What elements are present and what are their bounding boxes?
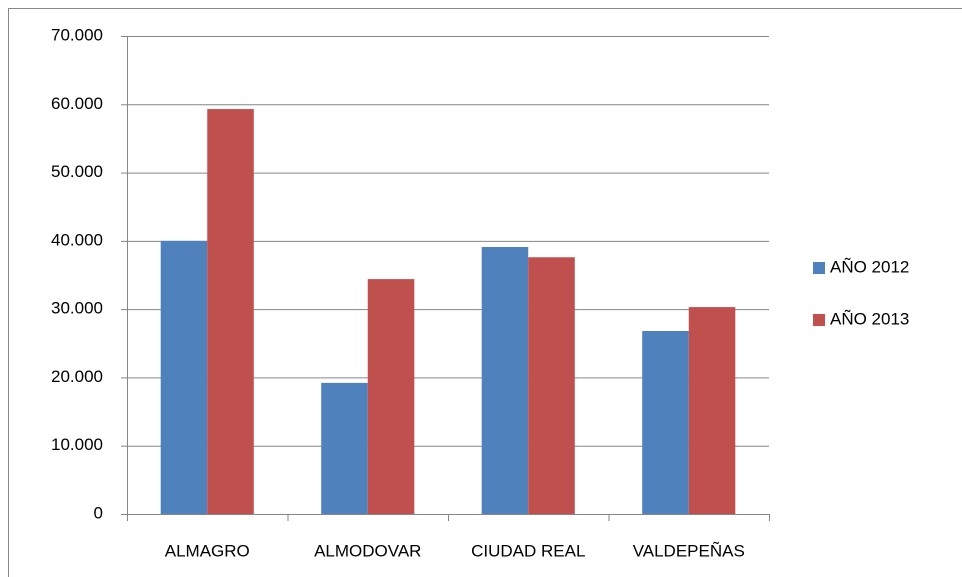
y-tick-label: 30.000 — [51, 299, 103, 318]
chart-border — [8, 8, 962, 577]
bar — [207, 109, 254, 515]
legend-label: AÑO 2013 — [830, 309, 909, 328]
y-tick-label: 70.000 — [51, 25, 103, 44]
y-tick-label: 60.000 — [51, 94, 103, 113]
y-tick-label: 10.000 — [51, 435, 103, 454]
bar — [481, 247, 529, 514]
legend-label: AÑO 2012 — [830, 257, 909, 276]
legend-swatch — [813, 262, 825, 274]
bar — [367, 279, 415, 514]
x-tick-label: ALMODOVAR — [314, 541, 421, 560]
x-tick-label: VALDEPEÑAS — [633, 541, 745, 560]
y-tick-label: 50.000 — [51, 162, 103, 181]
x-tick-label: ALMAGRO — [165, 541, 250, 560]
bar — [642, 330, 689, 514]
y-tick-label: 40.000 — [51, 230, 103, 249]
bar — [160, 240, 208, 514]
legend-swatch — [813, 314, 825, 326]
bar — [321, 382, 368, 514]
x-tick-label: CIUDAD REAL — [471, 541, 585, 560]
y-tick-label: 0 — [94, 503, 103, 522]
y-tick-label: 20.000 — [51, 367, 103, 386]
bar — [528, 257, 575, 514]
bar — [688, 307, 736, 514]
